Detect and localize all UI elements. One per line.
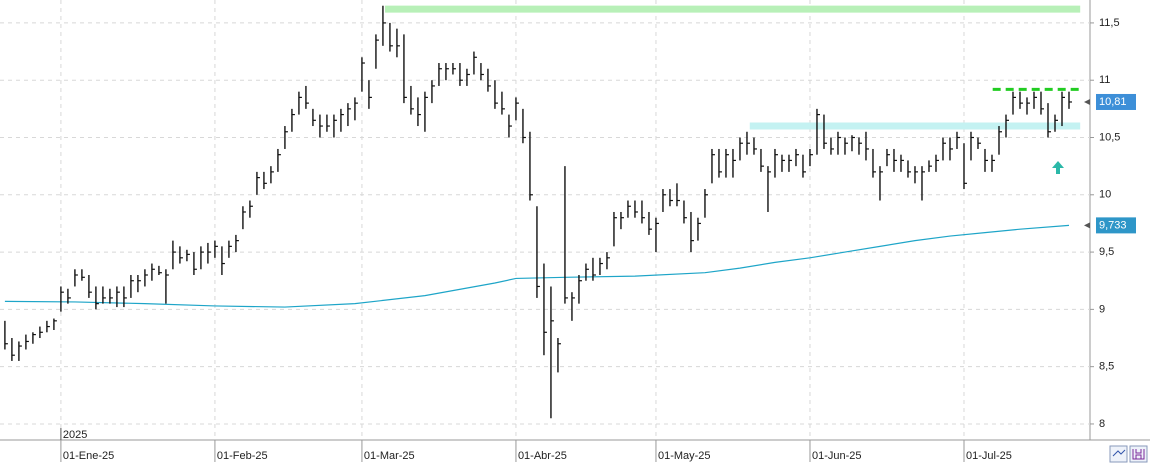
price-tag-pointer xyxy=(1084,98,1090,105)
y-tick-label: 11,5 xyxy=(1099,17,1120,29)
x-tick-label: 01-Mar-25 xyxy=(364,450,415,462)
zoom-icon xyxy=(1112,449,1126,457)
y-tick-label: 10,5 xyxy=(1099,131,1120,143)
save-button[interactable] xyxy=(1129,445,1148,463)
x-tick-label: 01-Ene-25 xyxy=(63,450,114,462)
y-tick-label: 10 xyxy=(1099,189,1111,201)
price-tag-label: 9,733 xyxy=(1099,219,1127,231)
y-tick-label: 9 xyxy=(1099,303,1105,315)
x-tick-label: 01-Jul-25 xyxy=(966,450,1012,462)
price-tag-label: 10,81 xyxy=(1099,96,1127,108)
save-icon xyxy=(1132,449,1145,460)
price-tag xyxy=(1096,217,1136,234)
y-tick-label: 11 xyxy=(1099,74,1110,86)
x-tick-label: 01-Feb-25 xyxy=(217,450,268,462)
price-tag xyxy=(1096,93,1136,110)
year-label: 2025 xyxy=(63,429,87,441)
plot-area: 8 8,5 9 9,5 10 10,5 11 11,5 01-Ene-25 01-Feb-25 01… xyxy=(0,0,1136,462)
moving-average-line xyxy=(4,224,1070,308)
y-tick-label: 9,5 xyxy=(1099,246,1114,258)
toolbar-icons xyxy=(1109,445,1148,463)
price-tag-pointer xyxy=(1084,222,1090,229)
y-tick-label: 8,5 xyxy=(1099,361,1114,373)
x-tick-label: 01-Abr-25 xyxy=(518,450,567,462)
x-tick-label: 01-Jun-25 xyxy=(812,450,862,462)
signal-arrow xyxy=(1052,161,1064,174)
x-tick-label: 01-May-25 xyxy=(658,450,711,462)
zoom-button[interactable] xyxy=(1109,445,1128,463)
y-tick-label: 8 xyxy=(1099,418,1105,430)
